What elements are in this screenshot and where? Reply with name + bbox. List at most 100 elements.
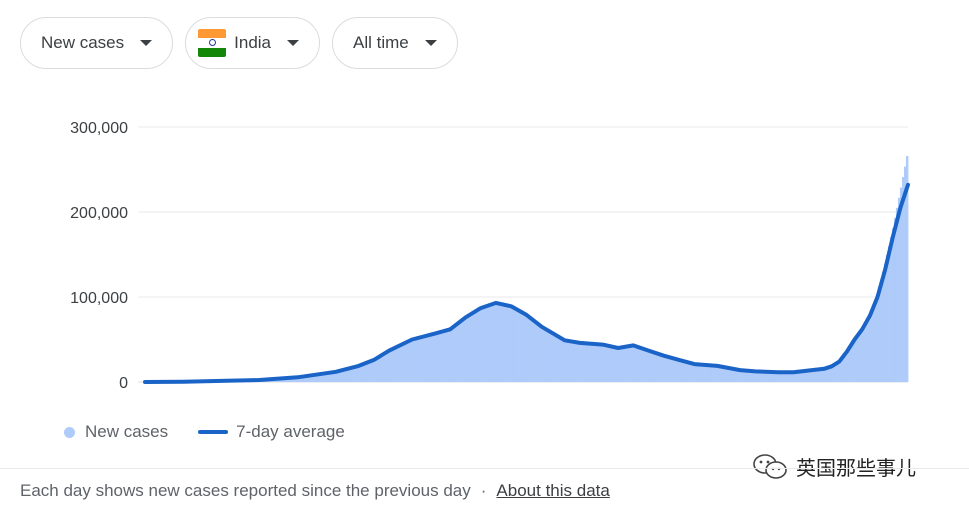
- new-cases-bar: [430, 333, 433, 382]
- new-cases-bar: [620, 346, 624, 382]
- new-cases-bar: [815, 369, 819, 382]
- new-cases-bar: [536, 322, 539, 382]
- new-cases-legend-label: New cases: [85, 422, 169, 441]
- new-cases-bar: [361, 363, 365, 382]
- new-cases-bar: [632, 344, 636, 382]
- about-data-link[interactable]: About this data: [496, 481, 610, 500]
- new-cases-bar: [721, 365, 724, 382]
- watermark: 英国那些事儿: [752, 452, 916, 481]
- new-cases-bar: [733, 368, 736, 382]
- new-cases-bar: [588, 342, 592, 382]
- new-cases-bar: [528, 316, 531, 382]
- new-cases-bar: [420, 335, 423, 382]
- new-cases-bar: [556, 335, 560, 382]
- new-cases-bar: [731, 367, 734, 382]
- new-cases-bar: [652, 351, 656, 382]
- new-cases-bar: [853, 337, 857, 382]
- new-cases-bar: [377, 355, 381, 382]
- new-cases-bar: [765, 371, 768, 382]
- new-cases-bar: [584, 342, 588, 382]
- time-range-dropdown[interactable]: All time: [332, 17, 458, 69]
- new-cases-bar: [311, 374, 315, 382]
- new-cases-bar: [729, 367, 732, 382]
- new-cases-bar: [819, 368, 823, 382]
- new-cases-bar: [791, 371, 794, 382]
- new-cases-bar: [518, 310, 521, 382]
- new-cases-bar: [492, 302, 495, 382]
- new-cases-bar: [586, 342, 590, 382]
- metric-dropdown[interactable]: New cases: [20, 17, 174, 69]
- new-cases-bar: [468, 314, 471, 382]
- new-cases-bar: [767, 371, 770, 382]
- new-cases-bar: [393, 346, 397, 382]
- new-cases-bar: [905, 156, 909, 382]
- new-cases-bar: [293, 377, 296, 382]
- new-cases-bar: [478, 308, 481, 382]
- new-cases-bar: [797, 371, 800, 382]
- new-cases-bar: [701, 363, 704, 382]
- new-cases-bar: [612, 346, 616, 382]
- new-cases-bar: [877, 287, 881, 382]
- new-cases-bar: [606, 344, 610, 382]
- new-cases-bar: [458, 321, 461, 382]
- country-dropdown[interactable]: India: [185, 17, 321, 69]
- new-cases-bar: [381, 353, 385, 382]
- new-cases-bar: [313, 374, 317, 382]
- new-cases-bar: [506, 304, 509, 382]
- new-cases-bar: [719, 365, 722, 382]
- new-cases-bar: [494, 301, 497, 382]
- footer: Each day shows new cases reported since …: [20, 481, 610, 501]
- new-cases-bar: [851, 340, 855, 382]
- cases-chart[interactable]: 0 100,000 200,000 300,000: [0, 100, 969, 400]
- new-cases-bar: [837, 361, 841, 382]
- new-cases-bar: [624, 345, 628, 382]
- new-cases-bar: [608, 345, 612, 382]
- y-tick-label: 200,000: [70, 205, 128, 222]
- new-cases-bar: [538, 324, 541, 382]
- new-cases-bar: [452, 325, 455, 382]
- new-cases-bar: [554, 334, 558, 382]
- new-cases-bar: [799, 371, 802, 382]
- average-legend-label: 7-day average: [236, 422, 345, 441]
- footer-separator: ·: [480, 481, 487, 500]
- new-cases-bar: [650, 350, 654, 382]
- new-cases-bar: [885, 254, 889, 382]
- new-cases-bar: [689, 362, 692, 382]
- new-cases-bar: [572, 341, 576, 382]
- new-cases-bar: [737, 368, 740, 382]
- new-cases-bar: [775, 371, 778, 382]
- new-cases-bar: [558, 336, 562, 382]
- new-cases-bar: [484, 305, 487, 382]
- new-cases-bar: [404, 341, 407, 382]
- new-cases-bar: [829, 366, 833, 382]
- new-cases-bar: [805, 370, 809, 382]
- new-cases-bar: [450, 326, 453, 382]
- new-cases-bar: [319, 373, 323, 382]
- new-cases-bar: [699, 363, 702, 382]
- new-cases-bar: [741, 369, 744, 382]
- new-cases-bar: [743, 369, 746, 382]
- new-cases-bar: [773, 371, 776, 382]
- new-cases-bar: [564, 339, 568, 382]
- new-cases-bar: [520, 311, 523, 382]
- new-cases-bar: [869, 309, 873, 382]
- new-cases-bar: [363, 362, 367, 382]
- new-cases-bar: [873, 299, 877, 382]
- new-cases-bar: [309, 374, 313, 382]
- new-cases-bar: [685, 361, 688, 382]
- new-cases-bar: [297, 376, 301, 382]
- new-cases-bar: [385, 351, 389, 382]
- new-cases-bar: [779, 371, 782, 382]
- new-cases-bar: [590, 342, 594, 382]
- new-cases-bar: [488, 303, 491, 382]
- new-cases-bar: [677, 358, 680, 382]
- wechat-icon: [753, 453, 787, 479]
- new-cases-bar: [839, 358, 843, 382]
- new-cases-bar: [667, 355, 670, 382]
- average-legend-line: [198, 430, 229, 434]
- footer-note: Each day shows new cases reported since …: [20, 481, 471, 500]
- new-cases-bar: [552, 332, 556, 382]
- new-cases-bar: [709, 364, 712, 382]
- new-cases-bar: [305, 375, 309, 382]
- new-cases-bar: [707, 364, 710, 382]
